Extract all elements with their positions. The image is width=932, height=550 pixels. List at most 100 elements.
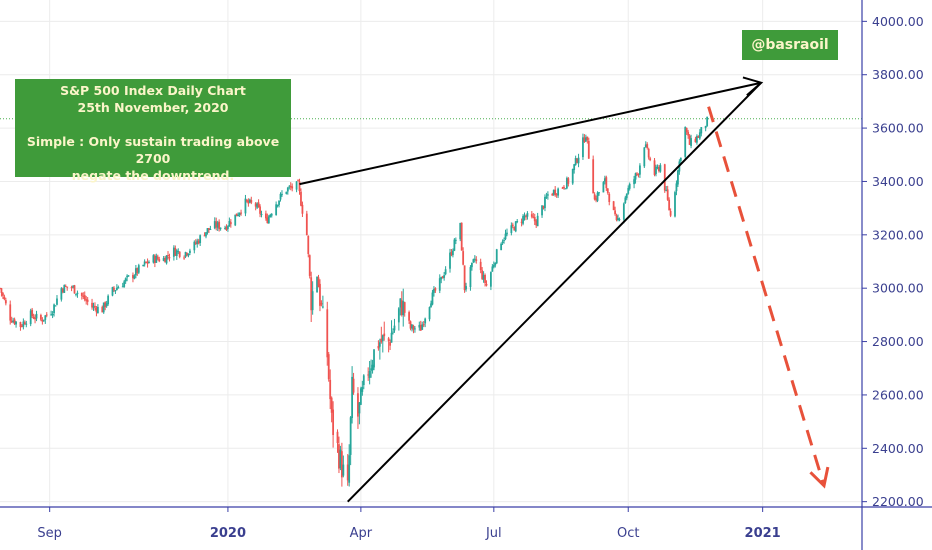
candle-body [9,304,12,321]
candle-body [541,205,543,216]
candle-body [257,202,260,207]
candle-body [633,179,635,185]
candle-body [490,272,492,287]
candle-body [557,188,560,196]
candle-body [281,193,283,195]
candle-body [172,247,175,257]
candle-body [637,173,640,175]
candle-body [70,287,73,289]
candle-body [209,229,212,231]
candle-body [513,227,516,231]
candle-body [310,277,313,311]
candle-body [658,167,660,172]
candle-body [422,324,425,326]
candle-body [4,300,7,304]
candle-body [295,181,298,190]
y-tick-label: 3000.00 [872,281,924,296]
candle-body [361,386,364,392]
candle-body [0,288,3,293]
candle-body [494,262,497,266]
candle-body [605,177,608,189]
candle-body [389,342,391,346]
y-tick-label: 4000.00 [872,14,924,29]
candle-body [301,204,304,214]
candle-body [152,255,155,263]
candle-body [167,255,169,257]
candle-body [554,189,557,196]
candle-body [184,252,187,257]
candle-body [237,214,240,217]
candle-body [158,259,161,262]
candle-body [340,451,343,478]
candle-body [485,283,488,286]
candle-body [433,289,435,293]
candle-body [102,302,105,313]
candle-body [54,305,57,307]
candle-body [520,221,523,223]
candle-body [127,275,130,277]
chart-note-line1: Simple : Only sustain trading above 2700 [26,134,280,166]
candle-body [235,213,238,217]
candle-body [124,278,127,282]
candle-body [76,292,79,295]
candle-body [378,342,381,347]
candle-body [357,393,359,417]
candle-body [285,191,288,194]
candle-body [168,257,171,259]
candle-body [63,285,66,293]
candle-body [430,303,432,308]
x-tick-label: Oct [617,526,639,541]
candle-body [687,131,690,136]
grid [0,0,862,507]
candle-body [10,320,13,323]
candle-body [593,194,596,200]
candle-body [133,275,136,279]
candle-body [452,250,454,256]
candle-body [224,227,226,229]
candle-body [500,243,503,251]
candle-body [639,165,641,175]
candle-body [606,188,609,193]
candle-body [438,278,441,291]
candle-body [215,221,218,228]
candle-body [649,158,652,161]
y-tick-label: 2600.00 [872,387,924,402]
candle-body [145,261,148,263]
candle-body [368,371,371,378]
candle-body [265,213,267,219]
candle-body [387,338,390,341]
candle-body [278,200,280,205]
candle-body [19,322,22,327]
candle-body [576,158,579,163]
candle-body [358,402,361,414]
candle-body [218,221,221,230]
candle-body [329,379,332,400]
candle-body [400,300,403,316]
candle-body [495,249,498,264]
candle-body [40,315,42,320]
candle-body [2,293,4,296]
candle-body [86,299,89,302]
candle-body [194,242,197,244]
candle-body [501,241,504,243]
candle-body [205,232,207,237]
trendline-upper [299,81,762,186]
candle-body [153,255,156,264]
candle-body [351,376,354,418]
y-tick-label: 2200.00 [872,494,924,509]
candle-body [111,287,114,296]
candle-body [636,173,638,175]
candle-body [359,388,362,405]
candle-body [64,286,67,288]
candle-body [602,182,605,193]
candle-body [383,333,386,337]
candle-body [646,144,649,148]
author-watermark: @basraoil [742,30,838,60]
candle-body [694,138,697,143]
candle-body [663,164,666,191]
candle-body [300,191,302,206]
candle-body [146,261,149,264]
candle-body [421,324,424,330]
candle-body [234,214,237,226]
candle-body [339,449,342,469]
